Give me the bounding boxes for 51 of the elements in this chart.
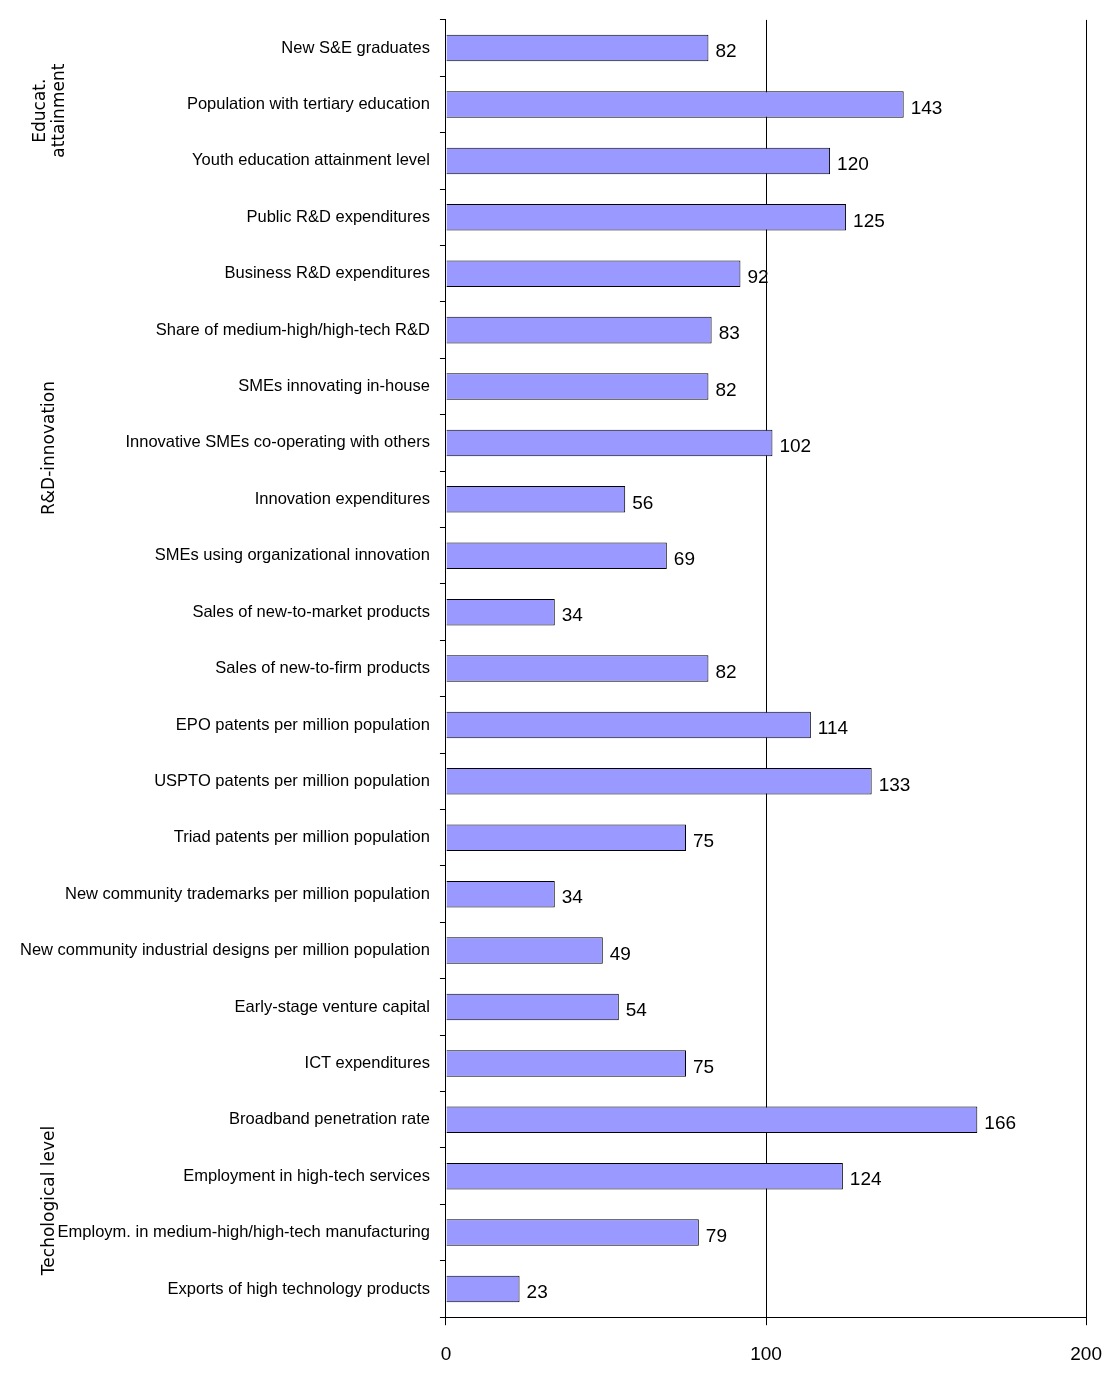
- data-label: 34: [561, 604, 584, 626]
- x-tick-label: 100: [750, 1342, 782, 1364]
- data-label: 54: [625, 999, 648, 1021]
- data-label: 75: [693, 1055, 715, 1077]
- data-label: 49: [609, 942, 631, 964]
- x-tick-label: 200: [1070, 1342, 1102, 1364]
- data-label: 125: [853, 209, 885, 231]
- text: R&D-innovation: [38, 381, 59, 516]
- y-tick-label: ICT expenditures: [304, 1052, 430, 1071]
- data-label: 124: [849, 1168, 883, 1190]
- data-label: 83: [718, 322, 740, 344]
- text: Techological level: [38, 1125, 59, 1277]
- data-label: 82: [715, 660, 737, 682]
- text: Educat. attainment: [29, 63, 69, 158]
- y-tick-label: Share of medium-high/high-tech R&D: [155, 319, 431, 338]
- data-label: 34: [561, 886, 584, 908]
- y-tick-label: SMEs innovating in-house: [238, 376, 430, 395]
- y-tick-label: Sales of new-to-market products: [192, 601, 430, 620]
- y-tick-label: Youth education attainment level: [192, 150, 430, 169]
- y-tick-label: Employm. in medium-high/high-tech manufacturing: [57, 1222, 430, 1241]
- x-tick-label: 0: [440, 1342, 452, 1364]
- y-tick-label: Sales of new-to-firm products: [215, 658, 430, 677]
- y-tick-label: Public R&D expenditures: [246, 206, 430, 225]
- data-label: 75: [693, 830, 715, 851]
- y-tick-label: New community trademarks per million population: [64, 883, 430, 902]
- data-label: 82: [715, 378, 737, 400]
- y-tick-label: USPTO patents per million population: [154, 770, 430, 789]
- y-tick-label: Innovation expenditures: [254, 488, 430, 507]
- y-tick-label: SMEs using organizational innovation: [154, 545, 430, 564]
- data-label: 166: [984, 1112, 1017, 1134]
- y-tick-label: Early-stage venture capital: [234, 996, 430, 1015]
- data-label: 82: [715, 40, 737, 62]
- data-label: 143: [910, 96, 943, 118]
- y-tick-label: New S&E graduates: [281, 37, 430, 56]
- data-label: 56: [632, 491, 654, 513]
- y-tick-label: EPO patents per million population: [175, 714, 430, 733]
- y-tick-label: Business R&D expenditures: [224, 263, 430, 282]
- data-label: 23: [526, 1281, 548, 1303]
- data-label: 102: [779, 435, 812, 457]
- data-label: 79: [705, 1224, 727, 1246]
- y-tick-label: Employment in high-tech services: [183, 1165, 430, 1184]
- y-tick-label: Population with tertiary education: [186, 94, 430, 113]
- data-label: 133: [878, 773, 911, 795]
- y-tick-label: Triad patents per million population: [173, 827, 430, 846]
- y-tick-label: Broadband penetration rate: [229, 1109, 430, 1128]
- y-tick-label: Innovative SMEs co-operating with others: [125, 432, 430, 451]
- y-tick-label: New community industrial designs per million population: [19, 940, 430, 959]
- data-label: 114: [817, 717, 849, 739]
- y-tick-label: Exports of high technology products: [167, 1278, 430, 1297]
- data-label: 120: [837, 153, 869, 175]
- data-label: 69: [673, 547, 695, 569]
